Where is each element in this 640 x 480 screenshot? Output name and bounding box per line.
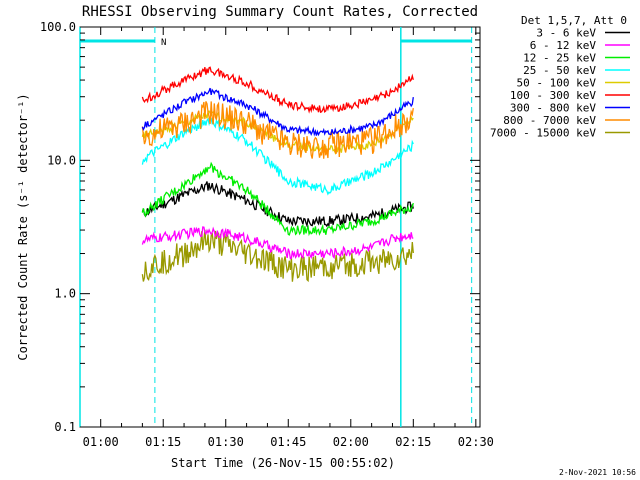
y-tick-label: 0.1 xyxy=(54,420,76,434)
legend-header: Det 1,5,7, Att 0 xyxy=(521,14,627,27)
legend-label: 7000 - 15000 keV xyxy=(490,127,596,140)
y-axis-label: Corrected Count Rate (s⁻¹ detector⁻¹) xyxy=(16,93,30,360)
x-tick-label: 02:00 xyxy=(333,435,369,449)
footer-date: 2-Nov-2021 10:56 xyxy=(559,468,636,477)
legend-label: 3 - 6 keV xyxy=(536,27,596,40)
x-axis: 01:00 01:15 01:30 01:45 02:00 02:15 02:30 xyxy=(83,27,494,449)
series-layer xyxy=(141,66,414,283)
x-tick-label: 01:45 xyxy=(270,435,306,449)
plot-frame xyxy=(79,26,481,428)
series-6-12-kev-line xyxy=(141,226,414,260)
x-tick-label: 01:00 xyxy=(83,435,119,449)
plot-area: N xyxy=(79,26,481,428)
night-flag-label: N xyxy=(161,38,166,48)
legend-label: 300 - 800 keV xyxy=(510,102,596,115)
x-tick-label: 02:15 xyxy=(395,435,431,449)
series-7000-15000-kev-line xyxy=(141,229,414,283)
series-25-50-kev-line xyxy=(141,117,414,196)
legend-label: 12 - 25 keV xyxy=(523,52,596,65)
y-tick-label: 100.0 xyxy=(40,20,76,34)
observing-overlays xyxy=(79,27,473,427)
legend-label: 6 - 12 keV xyxy=(530,39,597,52)
x-tick-label: 01:15 xyxy=(145,435,181,449)
y-tick-label: 10.0 xyxy=(47,153,76,167)
series-100-300-kev-line xyxy=(141,66,414,114)
legend-label: 50 - 100 keV xyxy=(517,77,597,90)
x-axis-label: Start Time (26-Nov-15 00:55:02) xyxy=(171,456,395,470)
x-tick-label: 02:30 xyxy=(458,435,494,449)
series-12-25-kev-line xyxy=(141,161,414,237)
x-tick-label: 01:30 xyxy=(208,435,244,449)
series-300-800-kev-line xyxy=(141,87,414,137)
legend-label: 100 - 300 keV xyxy=(510,89,596,102)
legend-label: 25 - 50 keV xyxy=(523,64,596,77)
legend-label: 800 - 7000 keV xyxy=(503,114,596,127)
y-tick-label: 1.0 xyxy=(54,287,76,301)
y-axis: 0.1 1.0 10.0 100.0 xyxy=(40,20,480,434)
series-800-7000-kev-line xyxy=(141,101,414,159)
chart-title: RHESSI Observing Summary Count Rates, Co… xyxy=(82,4,478,20)
